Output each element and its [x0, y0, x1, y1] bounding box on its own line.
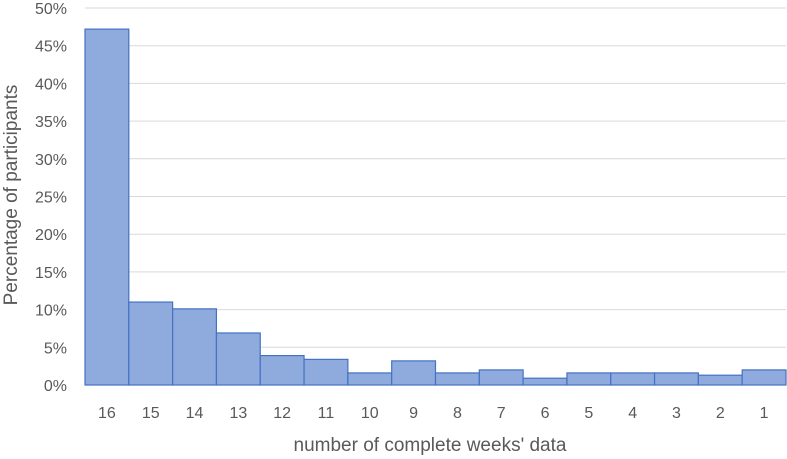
x-tick-label: 3: [672, 405, 681, 422]
y-tick-label: 20%: [35, 227, 67, 244]
x-tick-label: 6: [541, 405, 550, 422]
y-tick-label: 25%: [35, 190, 67, 207]
bar-12: [259, 354, 305, 386]
bar-6: [522, 377, 568, 386]
y-tick-label: 0%: [44, 378, 67, 395]
bar-4: [610, 372, 656, 386]
x-tick-label: 10: [361, 405, 379, 422]
x-tick-label: 15: [142, 405, 160, 422]
y-tick-label: 5%: [44, 340, 67, 357]
x-tick-labels: 16 15 14 13 12 11 10 9 8 7 6 5 4 3 2 1: [98, 405, 769, 422]
y-tick-labels: 0% 5% 10% 15% 20% 25% 30% 35% 40% 45% 50%: [35, 1, 67, 395]
y-tick-label: 10%: [35, 303, 67, 320]
y-tick-label: 15%: [35, 265, 67, 282]
x-tick-label: 9: [409, 405, 418, 422]
x-tick-label: 13: [229, 405, 247, 422]
x-tick-label: 7: [497, 405, 506, 422]
x-tick-label: 16: [98, 405, 116, 422]
y-tick-label: 35%: [35, 114, 67, 131]
bar-1: [741, 369, 787, 386]
x-tick-label: 11: [318, 405, 335, 422]
bar-7: [478, 369, 524, 386]
x-tick-label: 8: [453, 405, 462, 422]
y-tick-label: 30%: [35, 152, 67, 169]
y-tick-label: 40%: [35, 76, 67, 93]
x-tick-label: 2: [716, 405, 725, 422]
bar-8: [434, 372, 480, 386]
x-tick-label: 14: [186, 405, 204, 422]
bar-15: [128, 301, 174, 386]
x-tick-label: 5: [584, 405, 593, 422]
bar-14: [172, 308, 218, 386]
y-tick-label: 45%: [35, 39, 67, 56]
y-tick-label: 50%: [35, 1, 67, 18]
x-tick-label: 1: [760, 405, 769, 422]
bar-10: [347, 372, 393, 386]
x-tick-label: 12: [273, 405, 291, 422]
bar-2: [697, 374, 743, 386]
bar-5: [566, 372, 612, 386]
bars: [84, 28, 787, 386]
x-tick-label: 4: [628, 405, 637, 422]
x-axis-title: number of complete weeks' data: [294, 435, 567, 456]
bar-9: [391, 360, 437, 386]
bar-16: [84, 28, 130, 386]
bar-3: [653, 372, 699, 386]
bar-11: [303, 358, 349, 386]
bar-13: [215, 332, 261, 386]
y-axis-title: Percentage of participants: [1, 85, 22, 306]
